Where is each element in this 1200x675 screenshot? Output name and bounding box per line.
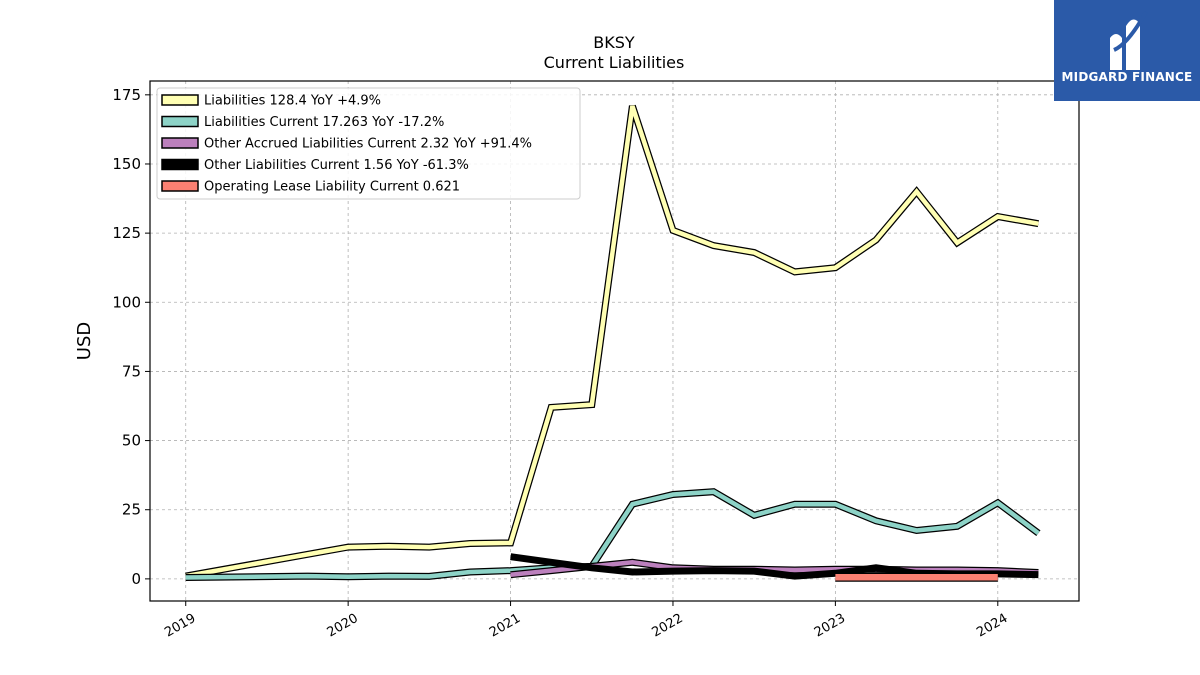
- x-tick-label: 2021: [487, 611, 523, 641]
- y-tick-label: 75: [122, 362, 141, 380]
- y-tick-label: 25: [122, 501, 141, 519]
- legend-item-4[interactable]: Other Liabilities Current 1.56 YoY -61.3…: [161, 158, 469, 173]
- legend-swatch: [161, 158, 199, 171]
- series-line-1: [185, 104, 1040, 580]
- x-tick-label: 2020: [325, 611, 361, 641]
- x-tick-label: 2022: [649, 611, 685, 641]
- x-tick-label: 2019: [162, 611, 198, 641]
- y-tick-label: 150: [112, 155, 141, 173]
- brand-logo-icon: [1110, 11, 1148, 70]
- legend-swatch: [161, 94, 199, 106]
- legend-box: [156, 87, 581, 200]
- y-tick-label: 100: [112, 293, 141, 311]
- plot-area: [149, 80, 1080, 602]
- chart-title: BKSY: [593, 33, 635, 52]
- y-tick-label: 125: [112, 224, 141, 242]
- legend-label: Other Accrued Liabilities Current 2.32 Y…: [204, 137, 532, 152]
- series-line-2: [185, 488, 1041, 581]
- y-tick-label: 50: [122, 432, 141, 450]
- legend-label: Operating Lease Liability Current 0.621: [204, 180, 460, 195]
- legend-item-2[interactable]: Liabilities Current 17.263 YoY -17.2%: [161, 115, 444, 130]
- x-tick-label: 2024: [974, 611, 1010, 641]
- legend-swatch: [161, 115, 199, 128]
- legend-item-1[interactable]: Liabilities 128.4 YoY +4.9%: [161, 94, 381, 109]
- legend-label: Other Liabilities Current 1.56 YoY -61.3…: [204, 158, 469, 173]
- legend-item-5[interactable]: Operating Lease Liability Current 0.621: [161, 180, 460, 195]
- chart-subtitle: Current Liabilities: [544, 53, 685, 72]
- legend-label: Liabilities Current 17.263 YoY -17.2%: [204, 115, 444, 130]
- x-tick-label: 2023: [812, 611, 848, 641]
- legend[interactable]: Liabilities 128.4 YoY +4.9% Liabilities C…: [156, 87, 581, 200]
- series-lines: [185, 104, 1041, 582]
- legend-swatch: [161, 137, 199, 149]
- series-fill: [185, 489, 1040, 580]
- legend-swatch: [161, 180, 199, 192]
- legend-label: Liabilities 128.4 YoY +4.9%: [204, 94, 381, 109]
- y-tick-label: 0: [131, 570, 141, 588]
- brand-logo[interactable]: MIDGARD FINANCE: [1054, 0, 1200, 101]
- series-fill: [185, 105, 1039, 579]
- y-axis-label: USD: [74, 322, 95, 360]
- y-tick-label: 175: [112, 86, 141, 104]
- legend-item-3[interactable]: Other Accrued Liabilities Current 2.32 Y…: [161, 137, 532, 152]
- brand-name: MIDGARD FINANCE: [1062, 70, 1193, 84]
